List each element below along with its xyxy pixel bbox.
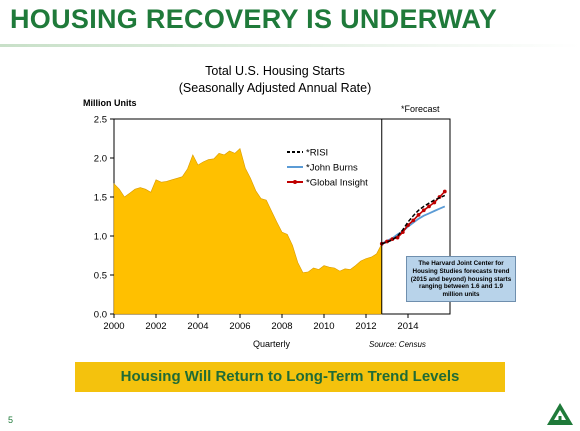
y-tick-label-0: 0.0 [94, 310, 107, 321]
source-note: Source: Census [369, 340, 426, 349]
y-tick-label-3: 1.5 [94, 193, 107, 204]
annotation-box: The Harvard Joint Center for Housing Stu… [406, 256, 516, 302]
y-tick-label-2: 1.0 [94, 232, 107, 243]
chart-title: Total U.S. Housing Starts (Seasonally Ad… [110, 63, 440, 97]
banner: Housing Will Return to Long-Term Trend L… [75, 362, 505, 392]
actual-starts-area [113, 148, 383, 315]
x-tick-label-6: 2012 [355, 321, 376, 332]
series-point-2-7 [416, 213, 421, 217]
series-point-2-10 [432, 200, 437, 205]
forecast-label: *Forecast [401, 104, 440, 114]
company-logo-icon [547, 403, 573, 425]
series-point-2-6 [411, 218, 416, 223]
series-point-2-8 [421, 208, 426, 213]
y-tick-label-5: 2.5 [94, 115, 107, 126]
chart-title-line1: Total U.S. Housing Starts [205, 64, 345, 78]
y-tick-label-1: 0.5 [94, 271, 107, 282]
x-tick-label-2: 2004 [187, 321, 208, 332]
x-axis-title: Quarterly [253, 339, 291, 349]
x-tick-label-3: 2006 [229, 321, 250, 332]
legend-marker-2 [293, 180, 297, 184]
legend-label-2: *Global Insight [306, 178, 368, 189]
y-tick-label-4: 2.0 [94, 154, 107, 165]
x-tick-label-1: 2002 [145, 321, 166, 332]
page-number: 5 [8, 415, 14, 425]
legend-label-0: *RISI [306, 148, 328, 159]
title-divider [0, 44, 580, 47]
slide-title: HOUSING RECOVERY IS UNDERWAY [10, 4, 498, 34]
x-tick-label-5: 2010 [313, 321, 334, 332]
series-line-0 [381, 194, 446, 245]
series-point-2-12 [442, 189, 447, 194]
x-tick-label-0: 2000 [103, 321, 124, 332]
series-point-2-2 [390, 237, 395, 242]
chart-title-line2: (Seasonally Adjusted Annual Rate) [178, 81, 372, 95]
x-tick-label-7: 2014 [397, 321, 418, 332]
series-point-2-3 [395, 235, 400, 240]
x-tick-label-4: 2008 [271, 321, 292, 332]
series-point-2-9 [427, 204, 431, 209]
legend-label-1: *John Burns [306, 163, 358, 174]
y-axis-title: Million Units [83, 98, 137, 108]
